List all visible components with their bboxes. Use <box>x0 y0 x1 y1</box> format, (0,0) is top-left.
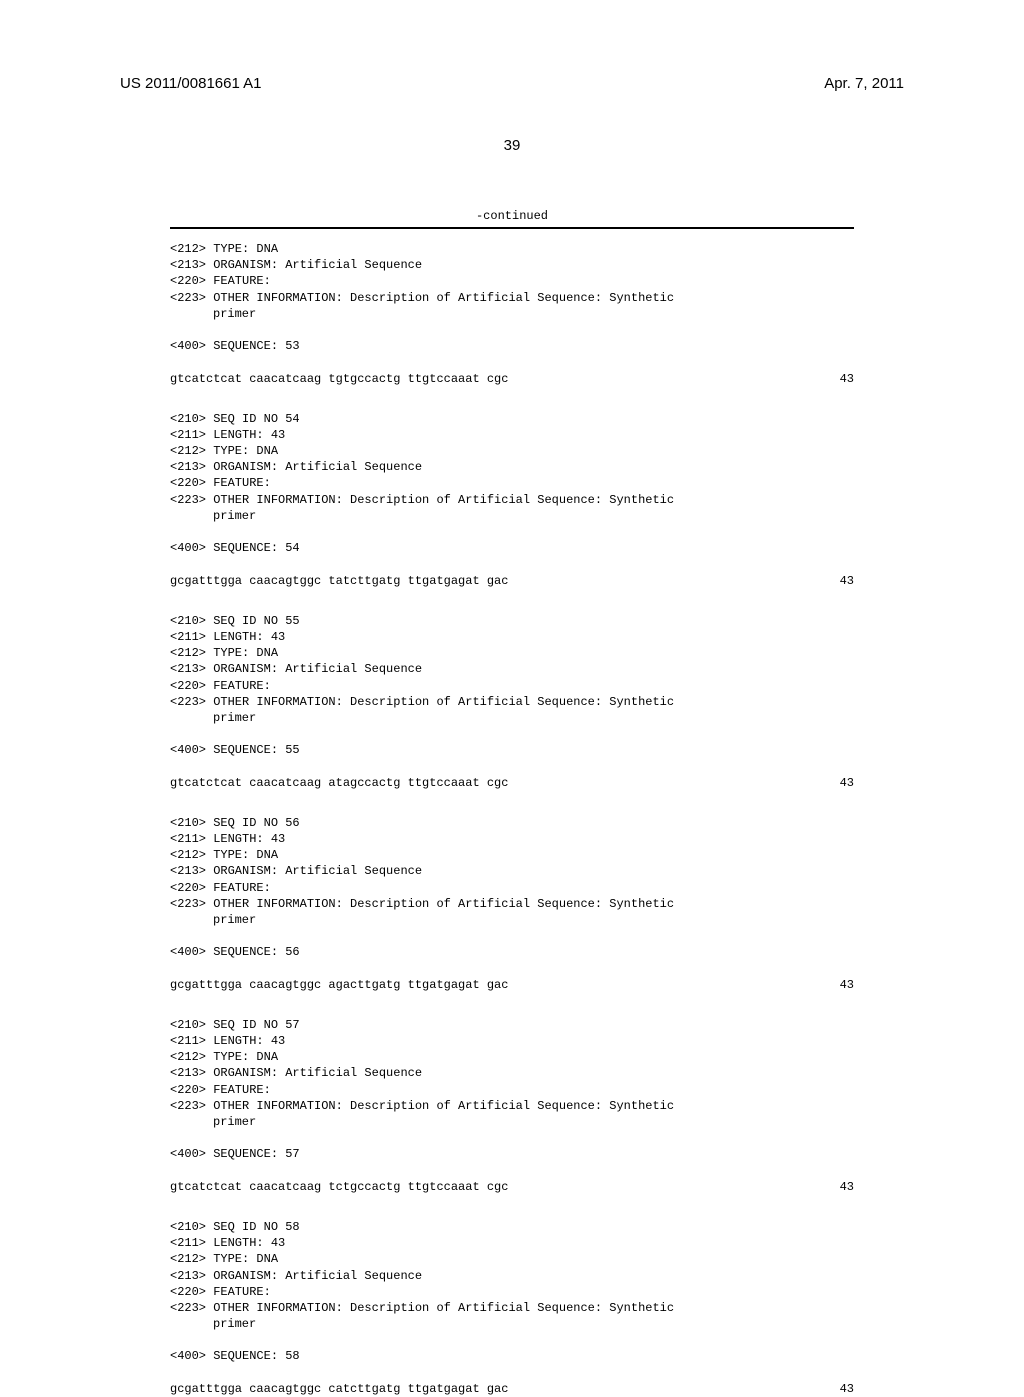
sequence-data-row: gcgatttgga caacagtggc tatcttgatg ttgatga… <box>170 573 854 589</box>
sequence-block: <210> SEQ ID NO 57<211> LENGTH: 43<212> … <box>170 1017 854 1195</box>
sequence-line: <213> ORGANISM: Artificial Sequence <box>170 863 854 879</box>
sequence-position: 43 <box>814 1381 854 1397</box>
sequence-line <box>170 928 854 944</box>
sequence-line <box>170 1163 854 1179</box>
sequence-line: <220> FEATURE: <box>170 475 854 491</box>
sequence-line: <220> FEATURE: <box>170 1284 854 1300</box>
sequence-line: <213> ORGANISM: Artificial Sequence <box>170 257 854 273</box>
sequence-line: <210> SEQ ID NO 58 <box>170 1219 854 1235</box>
sequence-block: <210> SEQ ID NO 58<211> LENGTH: 43<212> … <box>170 1219 854 1397</box>
sequence-data-row: gtcatctcat caacatcaag tgtgccactg ttgtcca… <box>170 371 854 387</box>
publication-date: Apr. 7, 2011 <box>824 75 904 92</box>
sequence-text: gcgatttgga caacagtggc tatcttgatg ttgatga… <box>170 573 814 589</box>
sequence-line <box>170 524 854 540</box>
content-area: -continued <212> TYPE: DNA<213> ORGANISM… <box>0 209 1024 1397</box>
sequence-block: <210> SEQ ID NO 54<211> LENGTH: 43<212> … <box>170 411 854 589</box>
sequence-line: <400> SEQUENCE: 58 <box>170 1348 854 1364</box>
sequence-line <box>170 961 854 977</box>
sequence-text: gtcatctcat caacatcaag tctgccactg ttgtcca… <box>170 1179 814 1195</box>
sequence-position: 43 <box>814 1179 854 1195</box>
sequence-line: <220> FEATURE: <box>170 1082 854 1098</box>
sequence-line: <211> LENGTH: 43 <box>170 427 854 443</box>
sequence-line <box>170 1365 854 1381</box>
publication-number: US 2011/0081661 A1 <box>120 75 262 92</box>
sequence-line: <211> LENGTH: 43 <box>170 831 854 847</box>
sequence-text: gtcatctcat caacatcaag tgtgccactg ttgtcca… <box>170 371 814 387</box>
sequence-position: 43 <box>814 573 854 589</box>
sequence-line: <220> FEATURE: <box>170 678 854 694</box>
sequence-line: <210> SEQ ID NO 55 <box>170 613 854 629</box>
sequence-line: primer <box>170 306 854 322</box>
sequence-line: primer <box>170 508 854 524</box>
sequence-line <box>170 322 854 338</box>
sequence-line: <213> ORGANISM: Artificial Sequence <box>170 1065 854 1081</box>
sequence-line: <400> SEQUENCE: 55 <box>170 742 854 758</box>
sequence-line: <213> ORGANISM: Artificial Sequence <box>170 1268 854 1284</box>
sequence-line: <223> OTHER INFORMATION: Description of … <box>170 694 854 710</box>
sequence-line: <212> TYPE: DNA <box>170 443 854 459</box>
sequences-container: <212> TYPE: DNA<213> ORGANISM: Artificia… <box>170 241 854 1397</box>
sequence-line <box>170 1332 854 1348</box>
sequence-data-row: gcgatttgga caacagtggc agacttgatg ttgatga… <box>170 977 854 993</box>
sequence-line: <223> OTHER INFORMATION: Description of … <box>170 492 854 508</box>
sequence-line: <223> OTHER INFORMATION: Description of … <box>170 290 854 306</box>
sequence-line: primer <box>170 710 854 726</box>
sequence-block: <210> SEQ ID NO 56<211> LENGTH: 43<212> … <box>170 815 854 993</box>
sequence-line: <400> SEQUENCE: 54 <box>170 540 854 556</box>
sequence-line: <210> SEQ ID NO 56 <box>170 815 854 831</box>
sequence-line: <213> ORGANISM: Artificial Sequence <box>170 661 854 677</box>
sequence-line: <400> SEQUENCE: 53 <box>170 338 854 354</box>
sequence-text: gcgatttgga caacagtggc catcttgatg ttgatga… <box>170 1381 814 1397</box>
sequence-line <box>170 726 854 742</box>
sequence-block: <212> TYPE: DNA<213> ORGANISM: Artificia… <box>170 241 854 387</box>
sequence-line: <400> SEQUENCE: 57 <box>170 1146 854 1162</box>
sequence-line <box>170 1130 854 1146</box>
sequence-line: <211> LENGTH: 43 <box>170 1033 854 1049</box>
sequence-line: <220> FEATURE: <box>170 273 854 289</box>
sequence-line: <213> ORGANISM: Artificial Sequence <box>170 459 854 475</box>
sequence-text: gtcatctcat caacatcaag atagccactg ttgtcca… <box>170 775 814 791</box>
sequence-line: <211> LENGTH: 43 <box>170 1235 854 1251</box>
sequence-line: <400> SEQUENCE: 56 <box>170 944 854 960</box>
sequence-line: <212> TYPE: DNA <box>170 1251 854 1267</box>
sequence-line: <223> OTHER INFORMATION: Description of … <box>170 896 854 912</box>
divider-top <box>170 227 854 229</box>
sequence-line: <212> TYPE: DNA <box>170 241 854 257</box>
sequence-line <box>170 354 854 370</box>
sequence-line <box>170 758 854 774</box>
sequence-line: <223> OTHER INFORMATION: Description of … <box>170 1098 854 1114</box>
sequence-text: gcgatttgga caacagtggc agacttgatg ttgatga… <box>170 977 814 993</box>
sequence-line: primer <box>170 912 854 928</box>
sequence-line: <211> LENGTH: 43 <box>170 629 854 645</box>
sequence-position: 43 <box>814 371 854 387</box>
sequence-line: <223> OTHER INFORMATION: Description of … <box>170 1300 854 1316</box>
sequence-block: <210> SEQ ID NO 55<211> LENGTH: 43<212> … <box>170 613 854 791</box>
continued-label: -continued <box>170 209 854 223</box>
sequence-line: <210> SEQ ID NO 57 <box>170 1017 854 1033</box>
sequence-line: <212> TYPE: DNA <box>170 847 854 863</box>
sequence-line: primer <box>170 1316 854 1332</box>
sequence-position: 43 <box>814 977 854 993</box>
sequence-data-row: gtcatctcat caacatcaag atagccactg ttgtcca… <box>170 775 854 791</box>
sequence-position: 43 <box>814 775 854 791</box>
sequence-data-row: gtcatctcat caacatcaag tctgccactg ttgtcca… <box>170 1179 854 1195</box>
page-header: US 2011/0081661 A1 Apr. 7, 2011 <box>0 0 1024 92</box>
sequence-line: <212> TYPE: DNA <box>170 645 854 661</box>
sequence-line: primer <box>170 1114 854 1130</box>
sequence-line: <210> SEQ ID NO 54 <box>170 411 854 427</box>
sequence-line: <212> TYPE: DNA <box>170 1049 854 1065</box>
sequence-data-row: gcgatttgga caacagtggc catcttgatg ttgatga… <box>170 1381 854 1397</box>
sequence-line: <220> FEATURE: <box>170 880 854 896</box>
page-number: 39 <box>0 137 1024 154</box>
sequence-line <box>170 556 854 572</box>
